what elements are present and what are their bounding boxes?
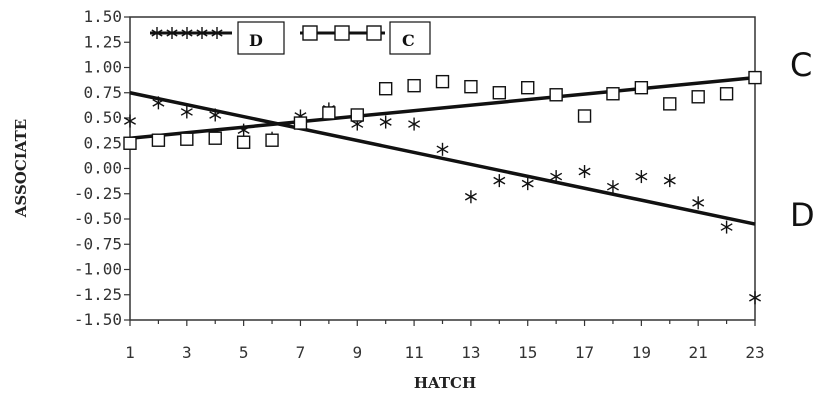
- point-c: [634, 80, 649, 95]
- point-d: [720, 220, 733, 234]
- trend-line-d: [129, 91, 756, 226]
- point-c: [151, 133, 166, 147]
- y-tick-label: -1.50: [74, 310, 122, 329]
- data-points: [123, 70, 762, 305]
- x-tick-label: 7: [296, 343, 306, 362]
- legend-marker-d: [151, 27, 163, 39]
- y-tick-label: 0.50: [83, 108, 122, 127]
- point-c: [521, 80, 535, 95]
- x-tick-label: 9: [352, 343, 362, 362]
- point-c: [435, 74, 450, 89]
- point-c: [748, 70, 762, 85]
- y-tick-label: -1.25: [74, 285, 122, 304]
- point-d: [748, 291, 762, 305]
- y-tick-label: 1.25: [83, 32, 122, 51]
- y-axis-title: ASSOCIATE: [12, 119, 30, 218]
- point-d: [180, 105, 193, 119]
- point-c: [378, 82, 393, 96]
- x-axis-title: HATCH: [414, 374, 476, 392]
- x-tick-label: 17: [575, 343, 594, 362]
- point-d: [521, 177, 534, 191]
- point-c: [407, 78, 421, 93]
- trend-line-c: [129, 75, 756, 140]
- point-c: [464, 79, 478, 94]
- point-d: [379, 115, 392, 129]
- x-tick-label: 5: [239, 343, 249, 362]
- x-tick-label: 21: [689, 343, 708, 362]
- x-tick-label: 19: [632, 343, 651, 362]
- legend-marker-d: [166, 27, 178, 39]
- legend-marker-d: [211, 27, 223, 39]
- legend-label-c: C: [402, 31, 415, 50]
- point-c: [350, 108, 364, 122]
- side-label-d: D: [790, 196, 815, 234]
- trend-lines: [129, 75, 756, 226]
- x-tick-label: 11: [404, 343, 423, 362]
- point-c: [691, 90, 705, 104]
- point-d: [663, 174, 676, 188]
- point-c: [322, 106, 336, 120]
- y-tick-label: 0.25: [83, 133, 122, 152]
- point-c: [719, 87, 734, 101]
- point-d: [493, 174, 506, 188]
- x-tick-label: 13: [461, 343, 480, 362]
- x-tick-label: 23: [745, 343, 764, 362]
- legend-marker-c: [366, 25, 382, 41]
- y-tick-label: -1.00: [74, 260, 122, 279]
- y-tick-label: 0.75: [83, 83, 122, 102]
- point-d: [606, 180, 619, 194]
- point-c: [293, 116, 308, 130]
- point-c: [606, 87, 620, 101]
- x-tick-label: 1: [125, 343, 135, 362]
- y-tick-label: -0.25: [74, 184, 122, 203]
- legend-label-d: D: [249, 31, 263, 50]
- legend-box-d: [237, 21, 285, 55]
- point-d: [152, 96, 165, 110]
- point-c: [663, 97, 677, 111]
- legend-marker-c: [302, 25, 318, 41]
- y-tick-label: -0.75: [74, 234, 122, 253]
- point-d: [209, 108, 222, 122]
- point-d: [408, 117, 421, 131]
- legend-marker-d: [196, 27, 208, 39]
- side-label-c: C: [790, 46, 812, 84]
- point-d: [123, 114, 137, 128]
- point-c: [577, 109, 592, 123]
- x-tick-label: 3: [182, 343, 192, 362]
- y-tick-label: 1.00: [83, 58, 122, 77]
- y-axis-ticks: 1.50 1.25 1.00 0.75 0.50 0.25 0.00 -0.25 -0.50 -0…: [74, 7, 130, 329]
- axes: [129, 16, 756, 321]
- point-c: [123, 136, 137, 150]
- legend-marker-c: [334, 25, 350, 41]
- point-c: [236, 135, 251, 149]
- x-tick-label: 15: [518, 343, 537, 362]
- point-d: [578, 165, 591, 179]
- y-tick-label: -0.50: [74, 209, 122, 228]
- point-d: [692, 196, 705, 210]
- legend-box-c: [389, 21, 431, 55]
- x-axis-ticks: 1 3 5 7 9 11 13 15 17 19 21 23: [125, 320, 765, 362]
- point-d: [237, 123, 250, 137]
- point-d: [635, 170, 648, 184]
- point-d: [436, 142, 449, 156]
- legend-marker-d: [181, 27, 193, 39]
- y-tick-label: 1.50: [83, 7, 122, 26]
- point-c: [180, 132, 194, 146]
- point-c: [492, 86, 507, 100]
- point-c: [208, 131, 222, 145]
- point-d: [464, 190, 477, 204]
- point-c: [265, 133, 279, 147]
- point-d: [550, 170, 563, 184]
- y-tick-label: 0.00: [83, 159, 122, 178]
- plot-frame: [129, 16, 756, 321]
- point-c: [549, 88, 563, 102]
